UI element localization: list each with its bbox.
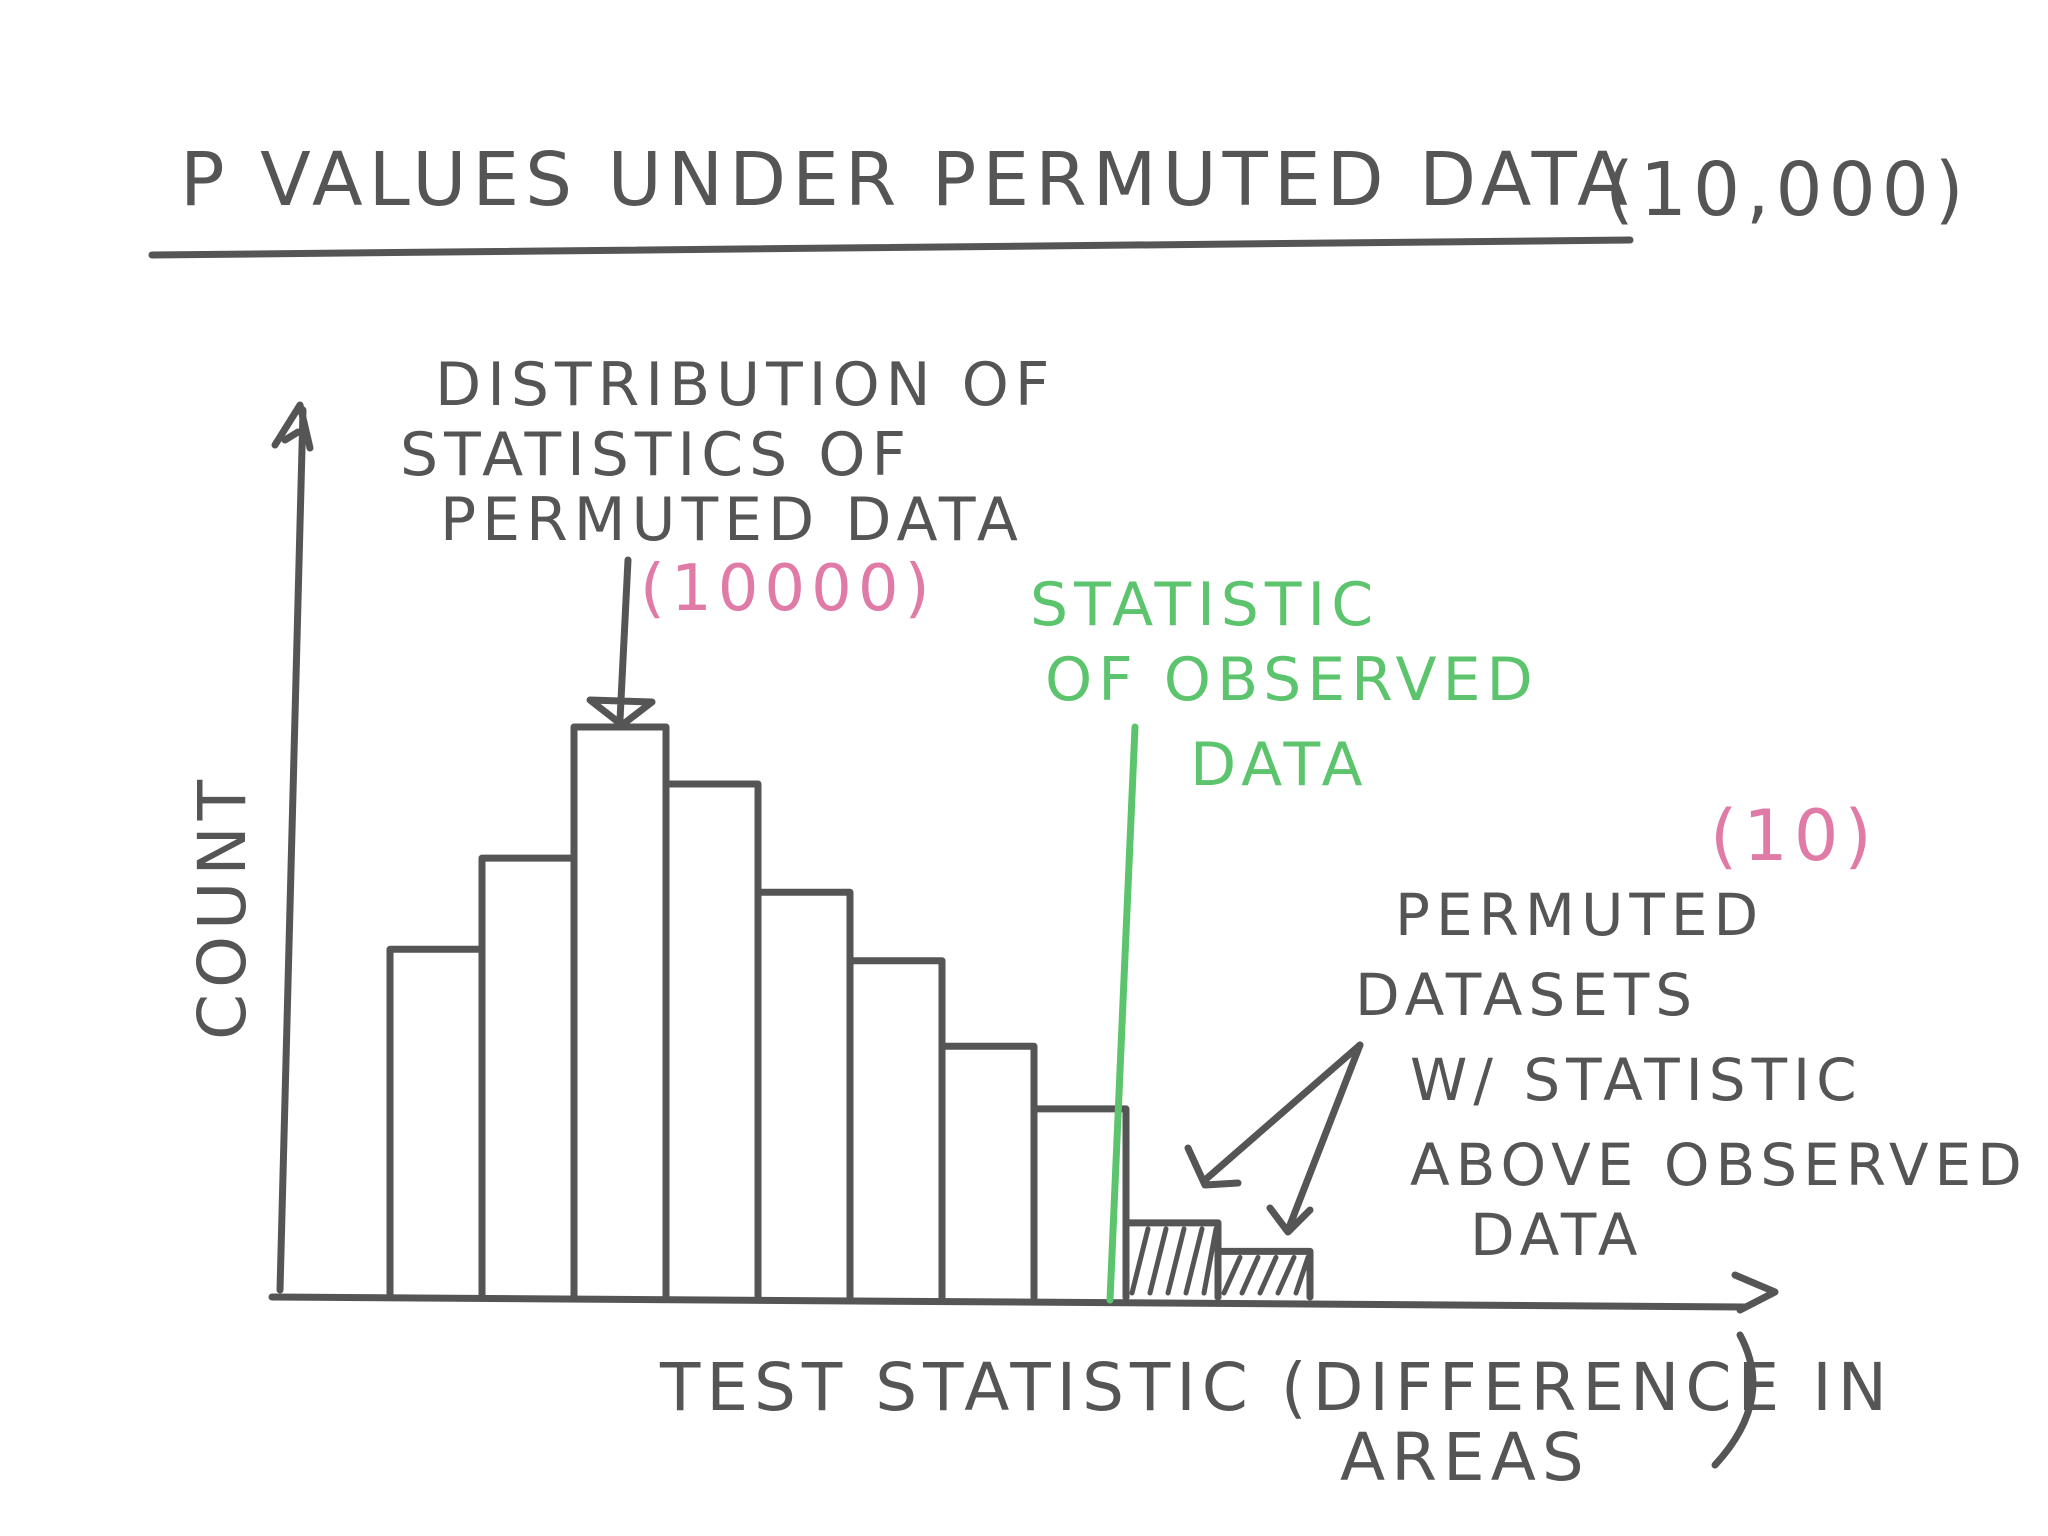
title-count-text: (10,000) (1605, 147, 1970, 233)
above-annotation-line4: ABOVE OBSERVED (1410, 1131, 2028, 1199)
observed-annotation-line3: DATA (1190, 730, 1369, 800)
hatch-line (1165, 1226, 1187, 1296)
above-annotation-arrow-left (1184, 1041, 1364, 1189)
x-axis-label-bracket (1711, 1331, 1757, 1469)
x-axis-label-line2: AREAS (1340, 1419, 1590, 1496)
observed-annotation-line2: OF OBSERVED (1045, 645, 1539, 715)
above-annotation-count: (10) (1710, 795, 1878, 877)
histogram-bar (754, 888, 854, 1301)
above-annotation-line3: W/ STATISTIC (1410, 1046, 1863, 1114)
hatch-line (1275, 1254, 1297, 1296)
hatch-line (1221, 1254, 1243, 1296)
hatch-line (1183, 1226, 1205, 1296)
distribution-annotation-line2: STATISTICS OF (400, 420, 912, 490)
x-axis-label-line1: TEST STATISTIC (DIFFERENCE IN (659, 1349, 1893, 1426)
hatch-line (1293, 1254, 1311, 1296)
y-axis (276, 406, 307, 1294)
hatch-line (1201, 1226, 1219, 1296)
distribution-annotation-arrow (586, 556, 656, 729)
observed-statistic-line (1106, 723, 1139, 1304)
title-underline (148, 236, 1634, 259)
histogram-bar (938, 1042, 1038, 1301)
hatch-line (1257, 1254, 1279, 1296)
above-annotation-line2: DATASETS (1355, 961, 1698, 1029)
histogram-bar (478, 854, 578, 1301)
observed-annotation-line1: STATISTIC (1030, 570, 1379, 640)
histogram-bar (662, 780, 762, 1301)
distribution-annotation-line1: DISTRIBUTION OF (435, 350, 1055, 420)
above-annotation-line1: PERMUTED (1395, 881, 1764, 949)
title-text: P VALUES UNDER PERMUTED DATA (180, 137, 1634, 223)
distribution-annotation-line3: PERMUTED DATA (440, 485, 1024, 555)
y-axis-arrowhead (271, 401, 314, 452)
hatch-line (1129, 1226, 1151, 1296)
y-axis-label: COUNT (184, 774, 261, 1040)
histogram-bar (846, 957, 946, 1301)
above-annotation-arrow-right (1266, 1041, 1364, 1236)
histogram-bar (1030, 1105, 1130, 1301)
hatch-line (1239, 1254, 1261, 1296)
distribution-annotation-count: (10000) (640, 552, 936, 626)
histogram-bar (386, 945, 486, 1301)
x-axis (268, 1293, 1749, 1311)
histogram-bars (386, 723, 1314, 1301)
above-annotation-line5: DATA (1470, 1201, 1643, 1269)
histogram-bar (1214, 1247, 1314, 1301)
hatch-line (1147, 1226, 1169, 1296)
histogram-bar (570, 723, 670, 1301)
x-axis-arrowhead (1731, 1271, 1779, 1314)
